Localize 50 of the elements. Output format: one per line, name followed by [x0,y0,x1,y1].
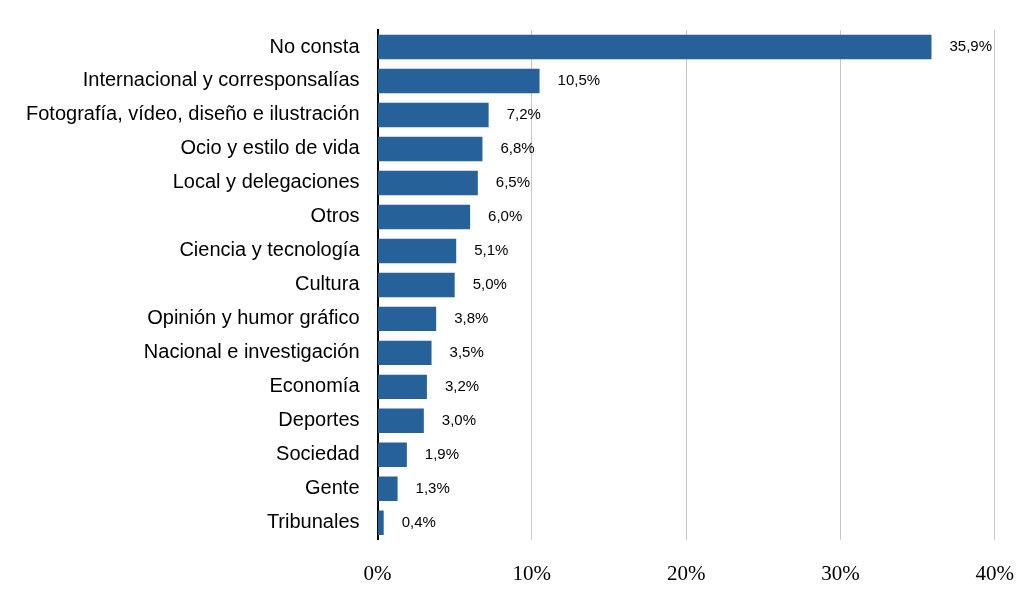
data-label: 3,0% [441,410,477,428]
x-tick-label: 30% [821,560,860,585]
bar [378,34,932,60]
y-tick-label: Cultura [295,272,361,295]
y-tick-label: Otros [310,204,360,227]
y-tick-label: Fotografía, vídeo, diseño e ilustración [25,102,360,125]
data-label: 1,9% [424,444,460,462]
x-tick-label: 20% [666,560,706,585]
x-tick-label: 0% [363,560,392,585]
y-tick-label: Sociedad [276,442,360,465]
data-label: 6,8% [500,139,535,157]
x-tick-label: 40% [975,560,1014,585]
y-tick-label: Local y delegaciones [172,170,360,193]
y-tick-label: Internacional y corresponsalías [82,68,360,91]
bar [378,510,384,536]
bar [378,238,457,264]
data-label: 6,0% [488,207,523,225]
bar [378,340,432,366]
data-label: 7,2% [506,105,541,123]
bar [378,272,455,298]
bar [378,170,478,196]
bar [378,476,398,502]
y-tick-label: Tribunales [266,510,360,533]
y-tick-label: Nacional e investigación [143,340,360,363]
y-tick-label: Opinión y humor gráfico [147,306,360,329]
bar [378,306,437,332]
bar [378,204,471,230]
y-tick-label: Ciencia y tecnología [179,238,361,261]
data-label: 3,5% [449,343,484,361]
y-tick-label: Gente [305,476,360,499]
data-label: 3,2% [444,377,480,394]
bar [378,68,540,94]
data-label: 35,9% [949,37,993,55]
data-label: 5,0% [472,275,507,293]
bar [378,102,489,128]
bar [378,136,483,162]
bar [378,442,407,468]
data-label: 5,1% [474,241,509,259]
data-label: 1,3% [415,478,450,496]
x-tick-label: 10% [512,560,552,585]
y-tick-label: Deportes [278,408,360,431]
bar [378,408,424,434]
y-tick-label: Ocio y estilo de vida [180,136,361,159]
y-tick-label: Economía [269,374,361,397]
data-label: 10,5% [557,71,601,89]
data-label: 0,4% [401,512,436,530]
y-tick-label: No consta [269,34,361,57]
data-label: 6,5% [495,173,531,191]
data-label: 3,8% [454,309,489,327]
bar [378,374,427,400]
